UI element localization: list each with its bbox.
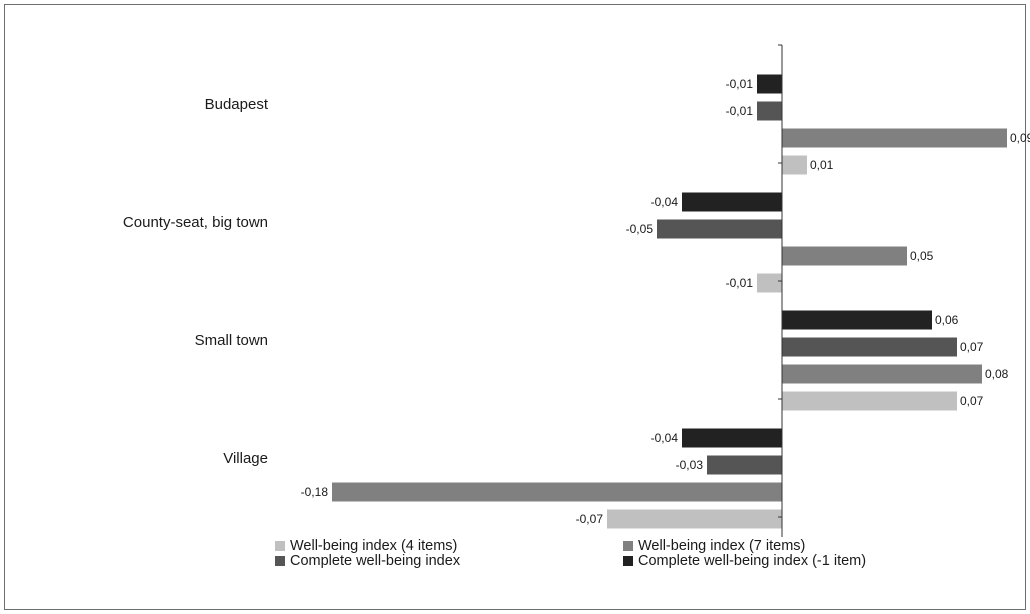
data-label-county-seat-big-town-complete-well-being-index: -0,05 <box>626 222 654 236</box>
data-label-village-well-being-index-4-items: -0,07 <box>576 512 604 526</box>
data-label-village-complete-well-being-index: -0,03 <box>676 458 704 472</box>
data-label-small-town-complete-well-being-index: 0,07 <box>960 340 984 354</box>
data-label-budapest-complete-well-being-index: -0,01 <box>726 104 754 118</box>
category-label-county-seat-big-town: County-seat, big town <box>123 214 268 231</box>
bar-county-seat-big-town-well-being-index-7-items <box>782 246 907 266</box>
bar-budapest-complete-well-being-index-1-item <box>757 74 782 94</box>
value-axis <box>778 44 783 537</box>
bar-village-complete-well-being-index <box>707 455 782 475</box>
legend-label-complete-well-being-index: Complete well-being index <box>290 553 461 569</box>
bar-village-well-being-index-7-items <box>332 482 782 502</box>
bar-small-town-well-being-index-4-items <box>782 391 957 411</box>
data-label-small-town-well-being-index-7-items: 0,08 <box>985 367 1009 381</box>
data-label-village-complete-well-being-index-1-item: -0,04 <box>651 431 679 445</box>
bar-budapest-well-being-index-4-items <box>782 155 807 175</box>
category-label-budapest: Budapest <box>205 96 269 113</box>
bar-budapest-complete-well-being-index <box>757 101 782 121</box>
category-label-village: Village <box>223 450 268 467</box>
legend: Well-being index (4 items) Well-being ind… <box>275 538 866 569</box>
bar-county-seat-big-town-complete-well-being-index <box>657 219 782 239</box>
category-label-small-town: Small town <box>195 332 268 349</box>
bar-small-town-well-being-index-7-items <box>782 364 982 384</box>
legend-label-well-being-index-7-items: Well-being index (7 items) <box>638 538 805 554</box>
labels-layer: -0,01 -0,01 0,09 0,01 Budapest -0,04 -0,05 0,05… <box>123 77 1030 526</box>
bar-budapest-well-being-index-7-items <box>782 128 1007 148</box>
legend-swatch-well-being-index-4-items <box>275 541 285 551</box>
data-label-small-town-complete-well-being-index-1-item: 0,06 <box>935 313 959 327</box>
data-label-budapest-well-being-index-4-items: 0,01 <box>810 158 834 172</box>
chart-frame <box>4 4 1026 610</box>
data-label-budapest-well-being-index-7-items: 0,09 <box>1010 131 1030 145</box>
data-label-village-well-being-index-7-items: -0,18 <box>301 485 329 499</box>
bar-county-seat-big-town-complete-well-being-index-1-item <box>682 192 782 212</box>
legend-label-complete-well-being-index-1-item: Complete well-being index (-1 item) <box>638 553 866 569</box>
bar-village-complete-well-being-index-1-item <box>682 428 782 448</box>
legend-label-well-being-index-4-items: Well-being index (4 items) <box>290 538 457 554</box>
bar-village-well-being-index-4-items <box>607 509 782 529</box>
bars-layer <box>332 74 1007 529</box>
data-label-county-seat-big-town-complete-well-being-index-1-item: -0,04 <box>651 195 679 209</box>
bar-county-seat-big-town-well-being-index-4-items <box>757 273 782 293</box>
data-label-county-seat-big-town-well-being-index-4-items: -0,01 <box>726 276 754 290</box>
data-label-budapest-complete-well-being-index-1-item: -0,01 <box>726 77 754 91</box>
bar-small-town-complete-well-being-index <box>782 337 957 357</box>
legend-swatch-complete-well-being-index-1-item <box>623 556 633 566</box>
data-label-small-town-well-being-index-4-items: 0,07 <box>960 394 984 408</box>
data-label-county-seat-big-town-well-being-index-7-items: 0,05 <box>910 249 934 263</box>
bar-small-town-complete-well-being-index-1-item <box>782 310 932 330</box>
legend-swatch-complete-well-being-index <box>275 556 285 566</box>
legend-swatch-well-being-index-7-items <box>623 541 633 551</box>
